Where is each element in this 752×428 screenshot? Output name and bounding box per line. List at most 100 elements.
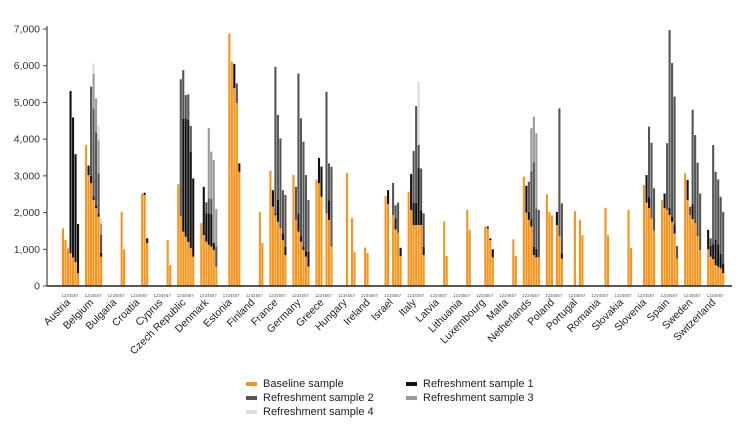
bar-czech-republic-wave2-series2 — [179, 79, 182, 217]
bar-netherlands-wave5-series1 — [532, 246, 535, 256]
wave-tick-labels: 1234567 — [453, 293, 471, 298]
legend-swatch-baseline — [246, 382, 257, 386]
bar-sweden-wave4-series2 — [691, 109, 694, 205]
bar-sweden-wave4-series0 — [691, 219, 694, 286]
bar-italy-wave3-series0 — [412, 225, 415, 286]
bar-sweden-wave5-series2 — [694, 135, 697, 224]
bar-switzerland-wave3-series1 — [712, 244, 715, 260]
bar-poland-wave7-series0 — [560, 258, 563, 286]
bar-denmark-wave7-series3 — [215, 208, 218, 247]
bar-lithuania-wave6-series0 — [466, 210, 469, 286]
bar-germany-wave3-series1 — [297, 213, 300, 232]
bar-estonia-wave5-series1 — [233, 63, 236, 89]
legend-swatch-refreshment-1 — [406, 382, 417, 386]
bar-italy-wave1-series0 — [407, 191, 410, 286]
bar-greece-wave5-series2 — [325, 91, 328, 214]
bar-greece-wave6-series1 — [327, 200, 331, 220]
bar-czech-republic-wave7-series0 — [192, 256, 195, 286]
bar-france-wave2-series0 — [271, 206, 274, 286]
bar-germany-wave6-series2 — [304, 175, 307, 252]
bar-netherlands-wave6-series3 — [535, 133, 538, 209]
wave-tick-labels: 1234567 — [430, 293, 448, 298]
bar-austria-wave1-series0 — [62, 228, 65, 286]
bar-slovakia-wave6-series0 — [627, 210, 630, 286]
bar-france-wave6-series0 — [281, 240, 284, 286]
bar-romania-wave7-series0 — [606, 235, 610, 286]
bar-sweden-wave2-series1 — [686, 179, 689, 201]
bar-finland-wave6-series0 — [258, 211, 261, 286]
legend-label: Refreshment sample 3 — [423, 392, 534, 404]
bar-austria-wave6-series0 — [74, 262, 77, 286]
bar-switzerland-wave5-series0 — [717, 266, 720, 286]
bar-austria-wave3-series0 — [67, 248, 70, 286]
bar-czech-republic-wave3-series2 — [182, 70, 185, 119]
bar-israel-wave6-series2 — [397, 202, 400, 233]
bar-greece-wave6-series0 — [327, 219, 331, 286]
bar-netherlands-wave5-series0 — [532, 255, 535, 286]
legend-item-refreshment-2: Refreshment sample 2 — [246, 392, 374, 404]
bar-austria-wave7-series0 — [77, 273, 80, 286]
bar-switzerland-wave6-series1 — [719, 253, 722, 269]
legend-label: Baseline sample — [263, 378, 344, 390]
wave-tick-labels: 1234567 — [522, 293, 540, 298]
x-axis: 1234567Austria1234567Belgium1234567Bulga… — [42, 285, 732, 357]
bar-czech-republic-wave3-series1 — [182, 118, 185, 232]
bar-germany-wave6-series1 — [304, 251, 307, 257]
bar-malta-wave7-series0 — [514, 255, 517, 286]
bar-netherlands-wave7-series0 — [537, 257, 540, 286]
bar-spain-wave4-series1 — [668, 207, 671, 216]
bar-denmark-wave2-series0 — [202, 234, 205, 286]
bar-netherlands-wave4-series1 — [530, 219, 533, 227]
bar-sweden-wave6-series2 — [696, 162, 699, 237]
bar-italy-wave6-series0 — [420, 225, 423, 286]
bar-portugal-wave3-series0 — [573, 211, 576, 286]
bar-switzerland-wave7-series0 — [722, 273, 725, 286]
bar-denmark-wave3-series2 — [205, 202, 208, 214]
bar-israel-wave2-series1 — [387, 190, 390, 205]
bar-france-wave5-series0 — [279, 228, 282, 286]
wave-tick-labels: 1234567 — [85, 293, 103, 298]
bar-denmark-wave5-series0 — [210, 246, 213, 286]
bar-italy-wave5-series0 — [417, 225, 420, 286]
bar-greece-wave6-series2 — [327, 163, 331, 201]
bar-ireland-wave2-series0 — [364, 247, 367, 286]
bar-belgium-wave3-series0 — [90, 183, 93, 286]
bar-netherlands-wave3-series1 — [527, 211, 530, 220]
bar-czech-republic-wave4-series1 — [184, 118, 187, 237]
bar-france-wave3-series2 — [274, 66, 277, 214]
bar-lithuania-wave7-series0 — [468, 229, 471, 286]
y-tick-label: 1,000 — [14, 244, 40, 256]
bar-netherlands-wave1-series0 — [522, 176, 525, 286]
bar-italy-wave6-series1 — [420, 210, 423, 226]
bar-austria-wave2-series0 — [64, 240, 67, 286]
bar-poland-wave2-series0 — [548, 211, 551, 286]
bar-switzerland-wave2-series0 — [709, 256, 712, 286]
bar-france-wave2-series1 — [271, 190, 274, 207]
bar-denmark-wave6-series0 — [212, 250, 215, 286]
wave-tick-labels: 1234567 — [269, 293, 287, 298]
legend-label: Refreshment sample 4 — [263, 406, 374, 418]
bar-denmark-wave7-series2 — [215, 246, 218, 267]
bar-belgium-wave3-series2 — [90, 86, 93, 176]
bar-denmark-wave4-series1 — [207, 213, 210, 245]
bar-spain-wave4-series2 — [668, 30, 671, 208]
bar-hungary-wave7-series0 — [353, 251, 356, 286]
bar-germany-wave3-series0 — [297, 231, 300, 286]
bar-luxembourg-wave6-series0 — [489, 240, 492, 286]
bar-austria-wave5-series0 — [72, 257, 75, 286]
bar-croatia-wave6-series1 — [143, 192, 146, 195]
wave-tick-labels: 1234567 — [246, 293, 264, 298]
bar-netherlands-wave4-series2 — [530, 171, 533, 220]
wave-tick-labels: 1234567 — [568, 293, 586, 298]
bar-cyprus-wave7-series0 — [169, 265, 172, 286]
bar-czech-republic-wave2-series0 — [179, 216, 182, 286]
bar-france-wave7-series1 — [284, 246, 287, 256]
bar-slovenia-wave7-series0 — [653, 230, 656, 286]
bar-estonia-wave6-series2 — [235, 83, 238, 104]
bar-spain-wave1-series0 — [661, 200, 664, 286]
bar-croatia-wave7-series0 — [146, 243, 149, 286]
bar-israel-wave4-series0 — [392, 215, 395, 286]
bar-croatia-wave6-series0 — [143, 194, 146, 286]
y-tick-label: 4,000 — [14, 134, 40, 146]
